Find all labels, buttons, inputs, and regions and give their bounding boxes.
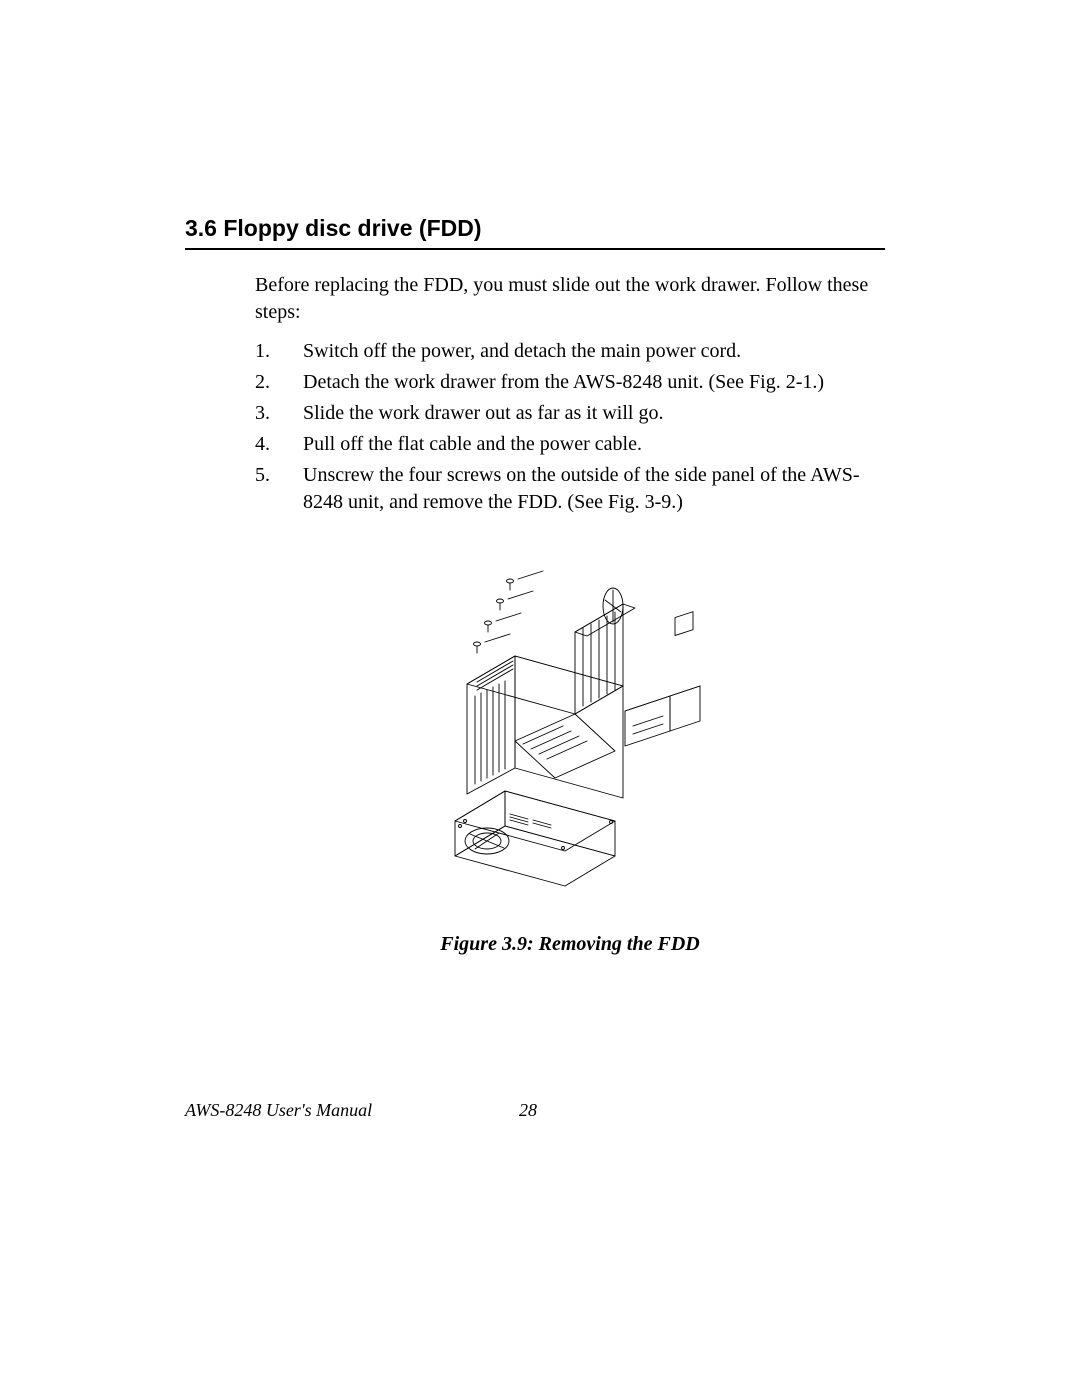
page-number: 28 xyxy=(519,1100,537,1121)
intro-paragraph: Before replacing the FDD, you must slide… xyxy=(255,272,885,326)
step-item: Unscrew the four screws on the outside o… xyxy=(255,462,885,516)
step-item: Switch off the power, and detach the mai… xyxy=(255,338,885,365)
section-heading: 3.6 Floppy disc drive (FDD) xyxy=(185,215,885,250)
steps-list: Switch off the power, and detach the mai… xyxy=(255,338,885,516)
page-content: 3.6 Floppy disc drive (FDD) Before repla… xyxy=(185,215,885,956)
page-footer: AWS-8248 User's Manual 28 xyxy=(185,1100,885,1121)
step-item: Slide the work drawer out as far as it w… xyxy=(255,400,885,427)
step-item: Pull off the flat cable and the power ca… xyxy=(255,431,885,458)
step-item: Detach the work drawer from the AWS-8248… xyxy=(255,369,885,396)
manual-title: AWS-8248 User's Manual xyxy=(185,1100,372,1120)
fdd-removal-diagram-svg xyxy=(415,546,725,906)
figure-caption: Figure 3.9: Removing the FDD xyxy=(255,933,885,956)
figure-illustration xyxy=(255,546,885,911)
